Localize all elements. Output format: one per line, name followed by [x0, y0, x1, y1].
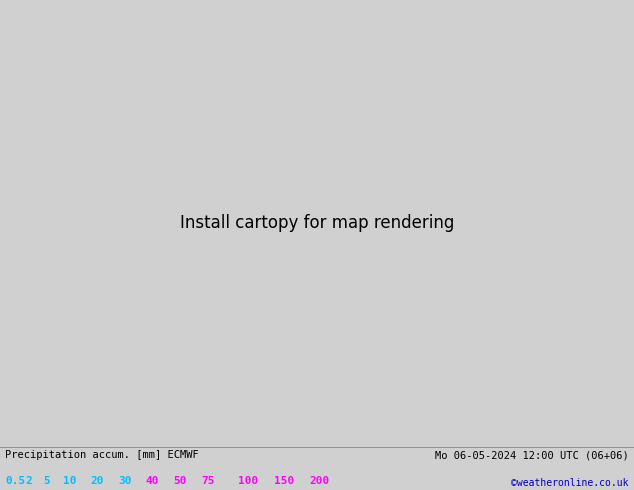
- Text: 20: 20: [90, 476, 103, 486]
- Text: 0.5: 0.5: [5, 476, 25, 486]
- Text: 30: 30: [118, 476, 131, 486]
- Text: Mo 06-05-2024 12:00 UTC (06+06): Mo 06-05-2024 12:00 UTC (06+06): [435, 450, 629, 460]
- Text: 150: 150: [274, 476, 294, 486]
- Text: 10: 10: [63, 476, 77, 486]
- Text: Install cartopy for map rendering: Install cartopy for map rendering: [180, 214, 454, 232]
- Text: 40: 40: [146, 476, 159, 486]
- Text: ©weatheronline.co.uk: ©weatheronline.co.uk: [512, 478, 629, 488]
- Text: 50: 50: [174, 476, 187, 486]
- Text: 75: 75: [202, 476, 215, 486]
- Text: 2: 2: [25, 476, 32, 486]
- Text: 5: 5: [43, 476, 50, 486]
- Text: Precipitation accum. [mm] ECMWF: Precipitation accum. [mm] ECMWF: [5, 450, 199, 460]
- Text: 200: 200: [309, 476, 330, 486]
- Text: 100: 100: [238, 476, 258, 486]
